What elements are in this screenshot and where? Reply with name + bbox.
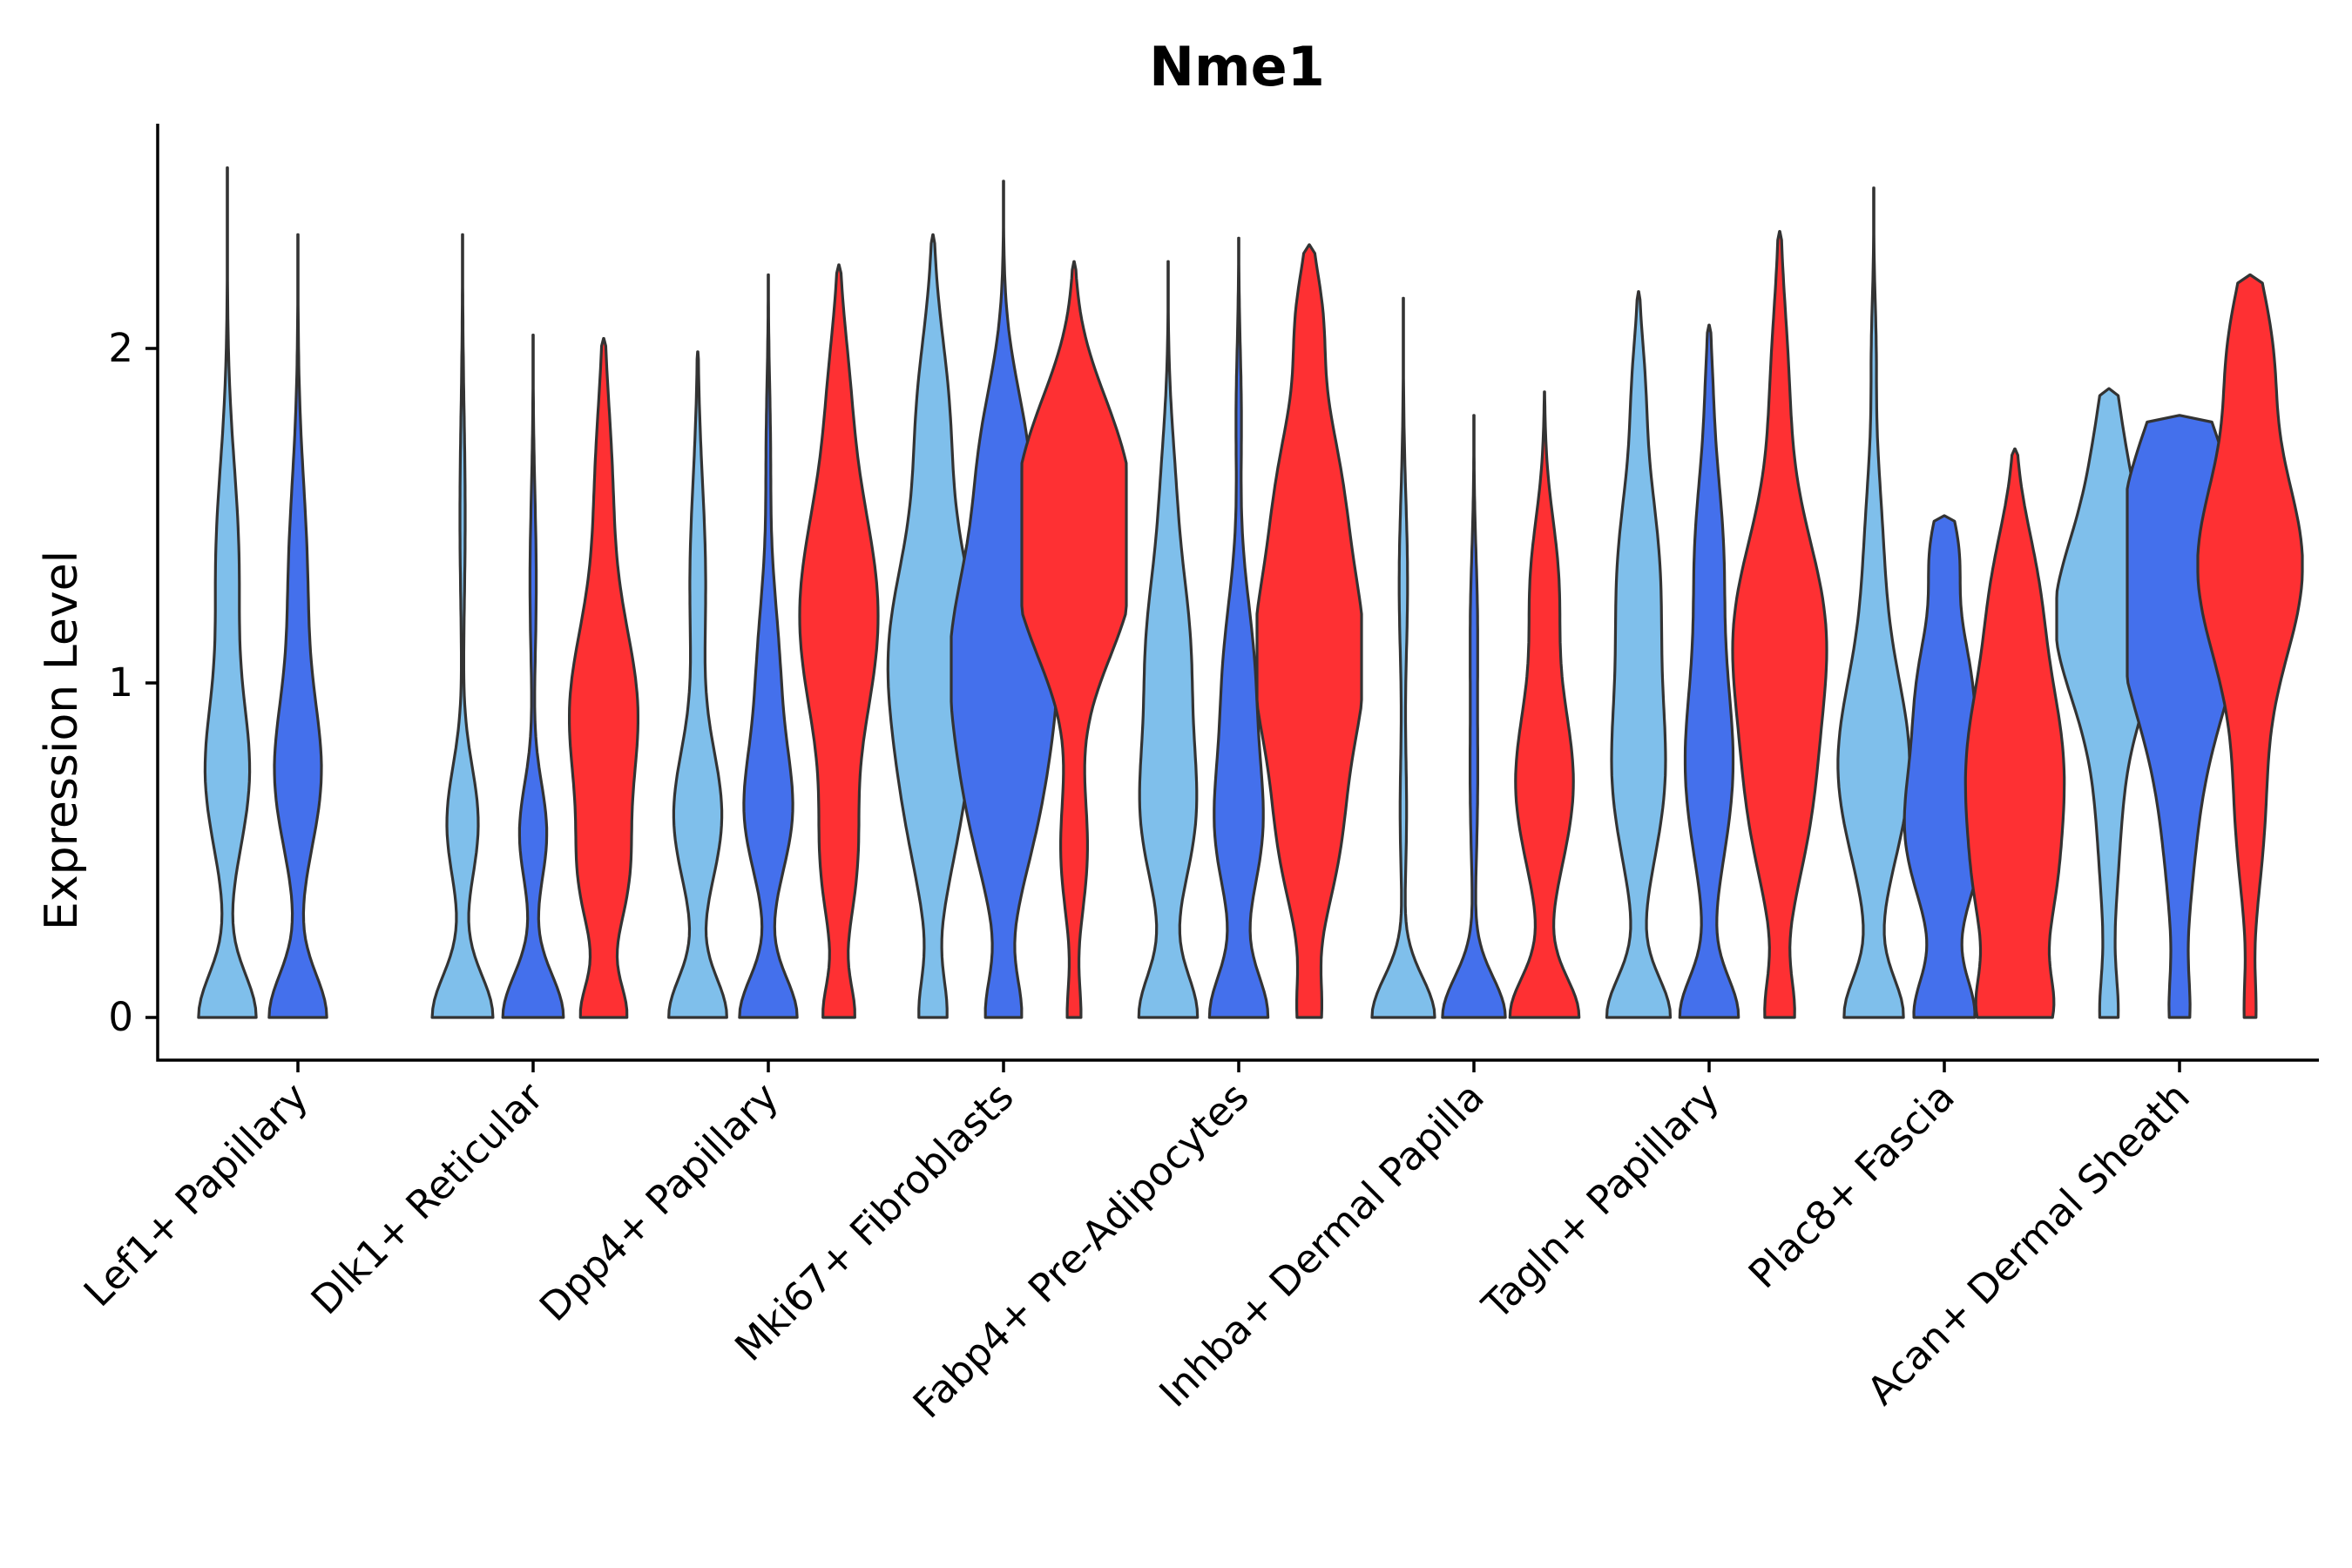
violin-3-group-2 [738, 273, 799, 1019]
violin-5-group-1 [1137, 260, 1200, 1019]
violin-6-group-1 [1370, 296, 1436, 1019]
violin-6-group-3 [1508, 390, 1581, 1019]
y-tick-label: 1 [108, 659, 133, 706]
violin-1-group-2 [267, 233, 328, 1019]
violin-4-group-2 [950, 179, 1058, 1019]
violin-4-group-3 [1020, 260, 1128, 1019]
x-tick-label: Dpp4+ Papillary [531, 1073, 787, 1330]
violin-3-group-1 [667, 350, 728, 1019]
violin-6-group-2 [1441, 414, 1507, 1019]
y-tick-label: 2 [108, 325, 133, 371]
x-tick-label: Dlk1+ Reticular [302, 1073, 552, 1323]
chart-title: Nme1 [1149, 35, 1325, 98]
violin-1-group-1 [197, 166, 258, 1019]
violin-5-group-3 [1255, 243, 1363, 1019]
violin-9-group-3 [2196, 273, 2304, 1019]
violin-8-group-1 [1836, 186, 1911, 1019]
y-axis-label: Expression Level [36, 551, 88, 930]
x-tick-label: Lef1+ Papillary [75, 1073, 317, 1315]
violin-7-group-3 [1731, 230, 1828, 1019]
violin-7-group-1 [1605, 290, 1673, 1019]
axis-lines [156, 124, 2319, 1062]
violin-5-group-2 [1207, 236, 1270, 1019]
y-tick-label: 0 [108, 994, 133, 1040]
violin-7-group-2 [1678, 323, 1740, 1019]
violin-8-group-3 [1963, 447, 2066, 1019]
violin-2-group-2 [501, 334, 565, 1019]
x-tick-label: Plac8+ Fascia [1740, 1073, 1963, 1297]
violin-2-group-1 [430, 233, 495, 1019]
violin-3-group-3 [798, 263, 880, 1019]
x-tick-label: Tagln+ Papillary [1473, 1073, 1728, 1328]
violin-2-group-3 [568, 336, 639, 1019]
